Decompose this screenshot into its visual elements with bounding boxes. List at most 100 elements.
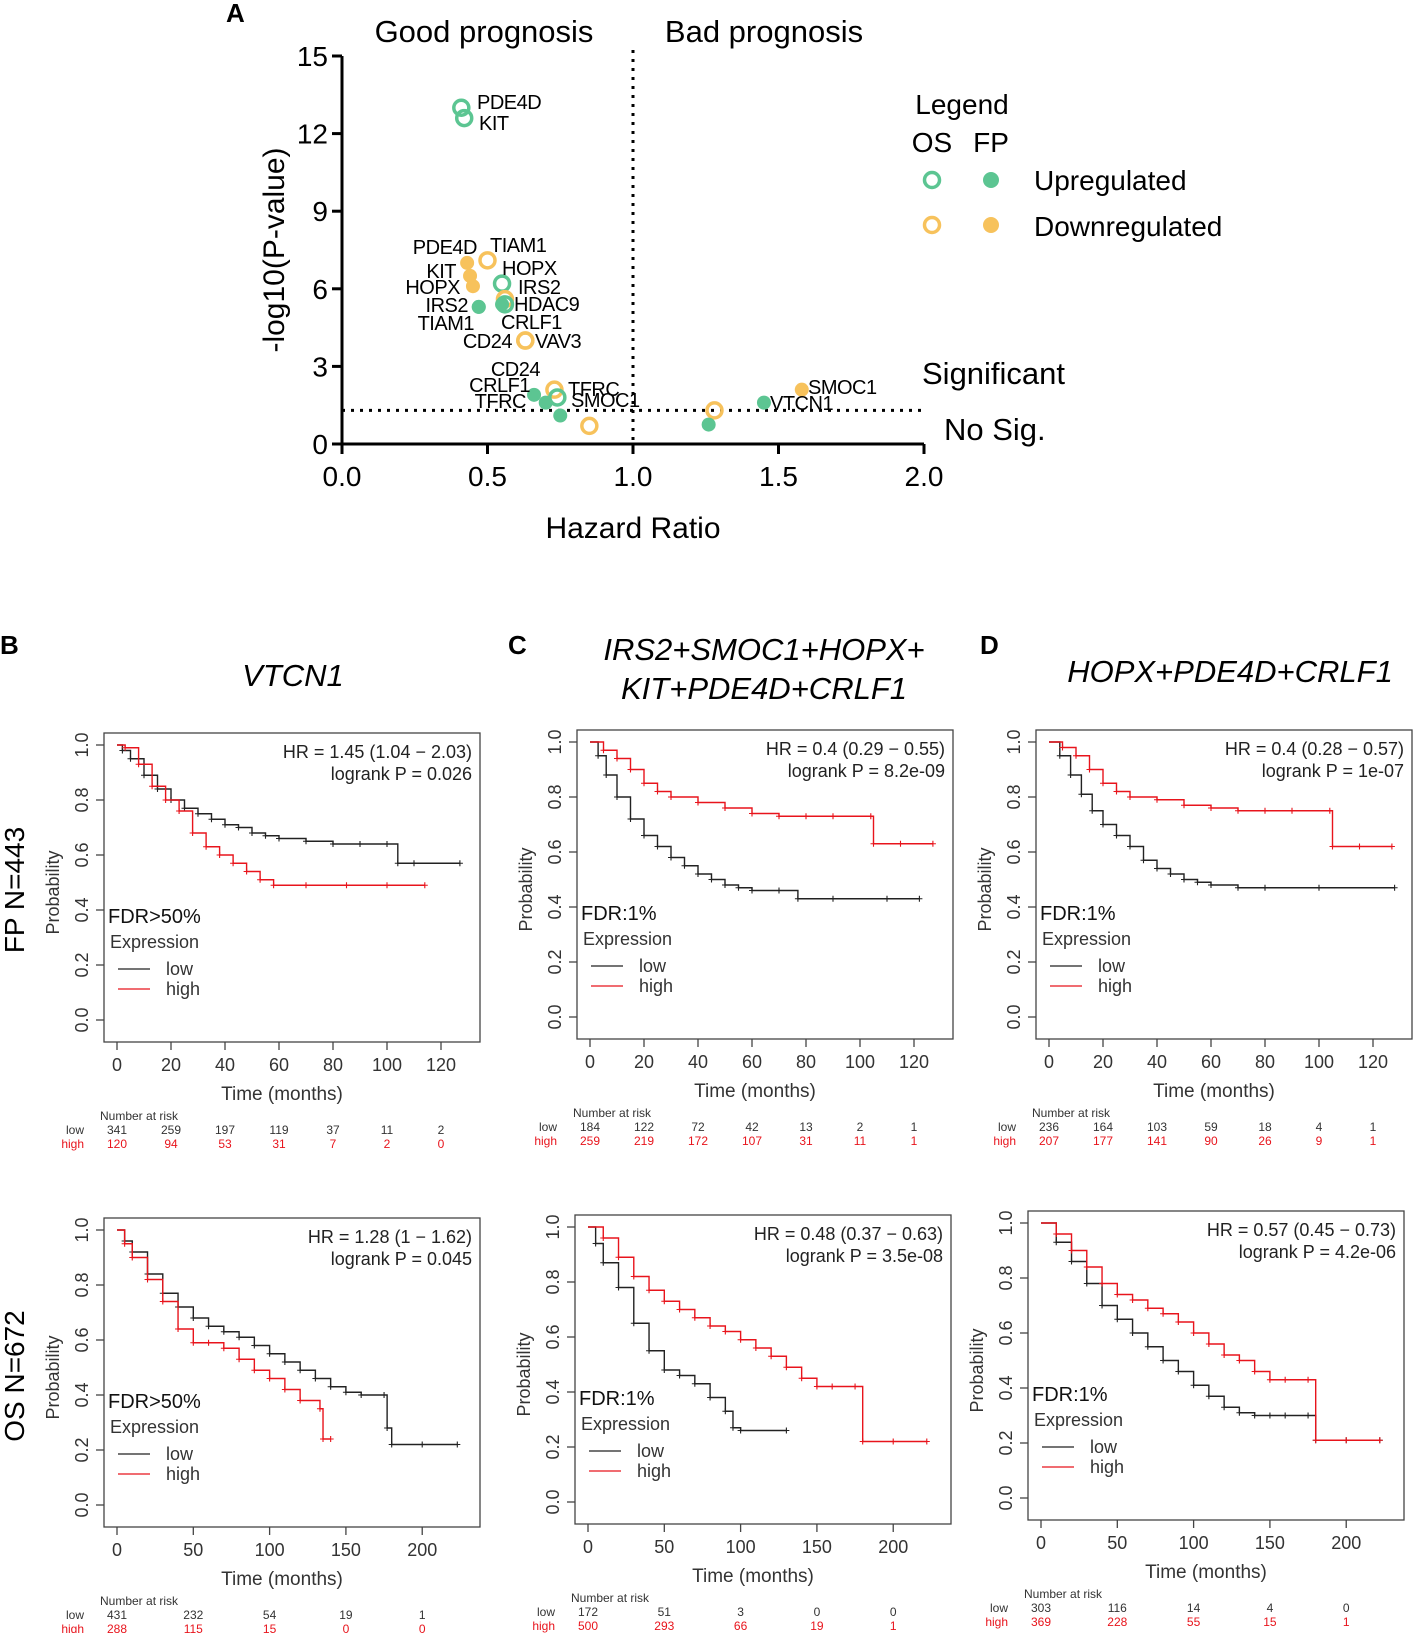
point-os-up <box>452 98 471 117</box>
censor-mark-low <box>707 1394 714 1401</box>
censor-mark-high <box>129 1254 136 1261</box>
censor-mark-high <box>176 808 183 814</box>
risk-row-label-low: low <box>537 1605 555 1619</box>
censor-mark-high <box>614 755 620 762</box>
censor-mark-high <box>270 882 277 889</box>
censor-mark-low <box>1221 1404 1228 1411</box>
censor-mark-high <box>1160 1310 1167 1317</box>
point-label: CRLF1 <box>469 375 530 397</box>
region-significant: Significant <box>922 356 1065 391</box>
point-label: IRS2 <box>426 295 469 317</box>
risk-high-value: 259 <box>580 1134 600 1148</box>
censor-mark-high <box>251 1367 258 1374</box>
censor-mark-high <box>676 1306 683 1313</box>
risk-low-value: 232 <box>183 1608 203 1622</box>
region-bad: Bad prognosis <box>665 14 863 49</box>
x-tick-label: 100 <box>845 1052 875 1072</box>
censor-mark-high <box>1154 796 1160 803</box>
legend-high-label: high <box>1098 976 1132 996</box>
logrank-text: logrank P = 3.5e-08 <box>786 1246 943 1266</box>
censor-mark-low <box>342 1389 349 1396</box>
y-tick-label: 0.6 <box>72 842 92 867</box>
censor-mark-high <box>159 1298 166 1305</box>
censor-mark-high <box>1129 1297 1136 1303</box>
point-label: CD24 <box>463 331 513 353</box>
censor-mark-high <box>646 1287 653 1294</box>
y-tick-label: 0.8 <box>545 784 565 809</box>
risk-high-value: 26 <box>1258 1134 1272 1148</box>
row-label-os: OS N=672 <box>0 1310 30 1442</box>
censor-mark-high <box>798 1375 805 1382</box>
y-tick-label: 0.8 <box>72 1272 92 1297</box>
censor-mark-high <box>1175 1319 1182 1325</box>
y-tick-label: 3 <box>312 351 328 382</box>
y-tick-label: 0.2 <box>72 1437 92 1462</box>
censor-mark-high <box>749 810 755 817</box>
censor-mark-low <box>1194 879 1201 886</box>
fdr-text: FDR:1% <box>1032 1384 1108 1406</box>
censor-mark-high <box>1114 1291 1121 1298</box>
censor-mark-high <box>220 1345 227 1352</box>
y-tick-label: 0.2 <box>996 1430 1016 1455</box>
risk-high-value: 11 <box>854 1134 867 1148</box>
censor-mark-high <box>343 882 350 889</box>
censor-mark-high <box>803 813 809 820</box>
censor-mark-low <box>141 772 147 779</box>
fdr-text: FDR>50% <box>108 906 201 928</box>
y-tick-label: 0.4 <box>72 1382 92 1407</box>
x-tick-label: 150 <box>331 1540 361 1560</box>
point-label: HDAC9 <box>514 294 580 316</box>
censor-mark-low <box>384 1425 391 1431</box>
row-label-fp: FP N=443 <box>0 827 30 953</box>
hr-text: HR = 0.48 (0.37 − 0.63) <box>754 1224 943 1244</box>
km-curve-low <box>117 1229 458 1446</box>
legend-upregulated: Upregulated <box>1034 165 1187 196</box>
risk-low-value: 51 <box>658 1605 672 1619</box>
censor-mark-high <box>1376 1437 1383 1444</box>
censor-mark-high <box>1068 1247 1075 1254</box>
column-title: IRS2+SMOC1+HOPX+ <box>603 632 924 667</box>
y-tick-label: 0.0 <box>1004 1004 1024 1029</box>
x-tick-label: 100 <box>1179 1533 1209 1553</box>
censor-mark-high <box>1343 1437 1350 1444</box>
censor-mark-high <box>135 761 142 768</box>
risk-low-value: 37 <box>326 1123 340 1137</box>
risk-title: Number at risk <box>1032 1106 1111 1120</box>
y-tick-label: 0.8 <box>996 1265 1016 1290</box>
panel-label-a: A <box>226 0 245 28</box>
point-label: HOPX <box>405 277 460 299</box>
x-axis-label: Time (months) <box>1153 1081 1275 1102</box>
y-axis-label: -log10(P-value) <box>258 147 291 352</box>
legend-fp-up-marker <box>983 172 999 188</box>
risk-high-value: 31 <box>799 1134 813 1148</box>
risk-high-value: 219 <box>634 1134 654 1148</box>
censor-mark-high <box>1190 1330 1197 1336</box>
censor-mark-high <box>266 1375 273 1382</box>
point-label: TIAM1 <box>418 313 475 335</box>
x-tick-label: 100 <box>726 1537 756 1557</box>
risk-low-value: 259 <box>161 1123 181 1137</box>
censor-mark-low <box>419 1441 426 1448</box>
censor-mark-high <box>1127 794 1133 800</box>
legend-low-label: low <box>166 1444 194 1464</box>
y-tick-label: 0.4 <box>1004 894 1024 919</box>
panel-label-d: D <box>980 630 999 660</box>
censor-mark-low <box>676 1372 683 1379</box>
censor-mark-low <box>1160 1357 1167 1364</box>
risk-high-value: 0 <box>438 1137 445 1151</box>
risk-high-value: 141 <box>1147 1134 1167 1148</box>
y-tick-label: 0.6 <box>545 839 565 864</box>
censor-mark-low <box>1114 1316 1121 1323</box>
censor-mark-high <box>144 1276 151 1283</box>
logrank-text: logrank P = 0.026 <box>331 764 472 784</box>
risk-low-value: 303 <box>1031 1601 1051 1615</box>
y-axis-label: Probability <box>43 850 63 934</box>
censor-mark-high <box>1312 1437 1319 1444</box>
censor-mark-low <box>1127 843 1133 850</box>
risk-high-value: 369 <box>1031 1615 1051 1629</box>
x-tick-label: 200 <box>1331 1533 1361 1553</box>
censor-mark-high <box>829 1383 836 1390</box>
column-title: HOPX+PDE4D+CRLF1 <box>1067 654 1393 689</box>
column-title: VTCN1 <box>242 658 344 693</box>
censor-mark-high <box>243 868 250 875</box>
